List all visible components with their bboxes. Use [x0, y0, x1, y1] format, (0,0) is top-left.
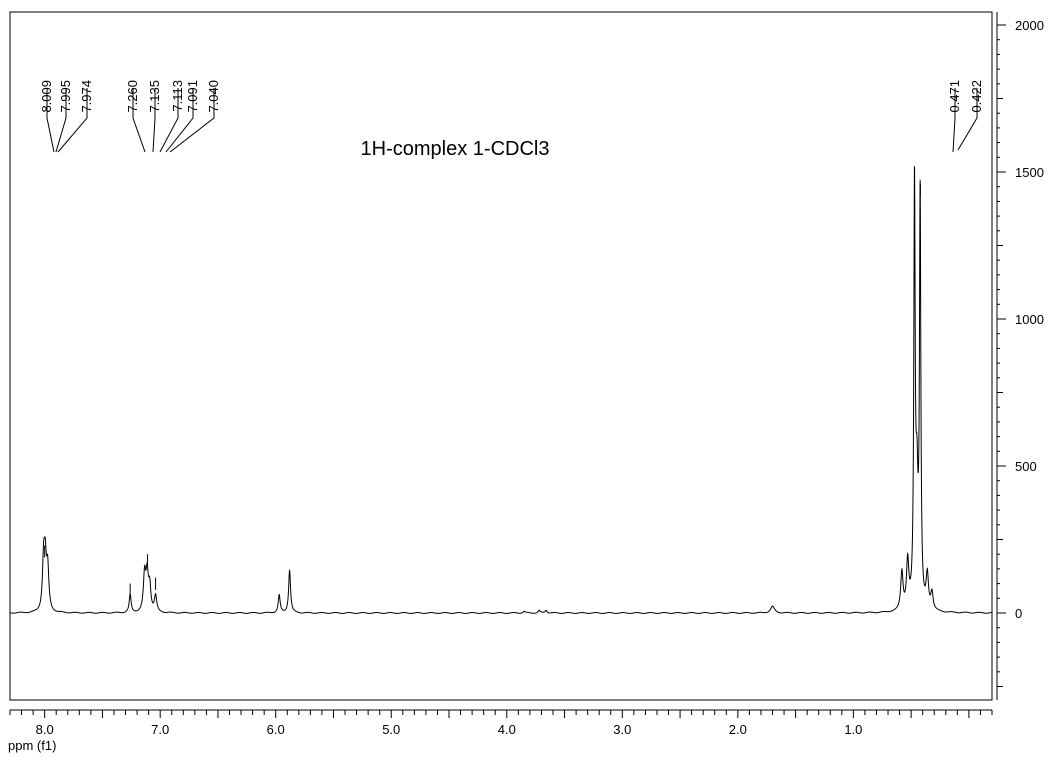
peak-pointer-line: [165, 88, 194, 153]
chart-title: 1H-complex 1-CDCl3: [361, 138, 550, 160]
x-tick-label: 4.0: [498, 722, 516, 737]
x-tick-label: 7.0: [151, 722, 169, 737]
y-tick-label: 500: [1015, 459, 1037, 474]
x-tick-label: 1.0: [844, 722, 862, 737]
x-axis-label: ppm (f1): [8, 738, 56, 753]
peak-pointer-line: [952, 88, 956, 153]
x-tick-label: 8.0: [36, 722, 54, 737]
spectrum-trace: [9, 166, 992, 614]
peak-pointer-line: [132, 88, 146, 153]
x-tick-label: 6.0: [267, 722, 285, 737]
peak-pointer-line: [46, 88, 55, 153]
plot-frame: [9, 11, 993, 701]
peak-pointer-line: [55, 88, 67, 153]
x-tick-label: 3.0: [613, 722, 631, 737]
peak-pointer-line: [159, 88, 179, 153]
y-tick-label: 1500: [1015, 165, 1044, 180]
peak-pointer-line: [169, 88, 215, 153]
y-tick-label: 1000: [1015, 312, 1044, 327]
peak-pointer-line: [152, 88, 156, 153]
y-tick-label: 2000: [1015, 18, 1044, 33]
x-tick-label: 2.0: [729, 722, 747, 737]
peak-pointer-line: [957, 88, 978, 151]
x-tick-label: 5.0: [382, 722, 400, 737]
y-tick-label: 0: [1015, 606, 1022, 621]
peak-pointer-line: [57, 88, 88, 153]
